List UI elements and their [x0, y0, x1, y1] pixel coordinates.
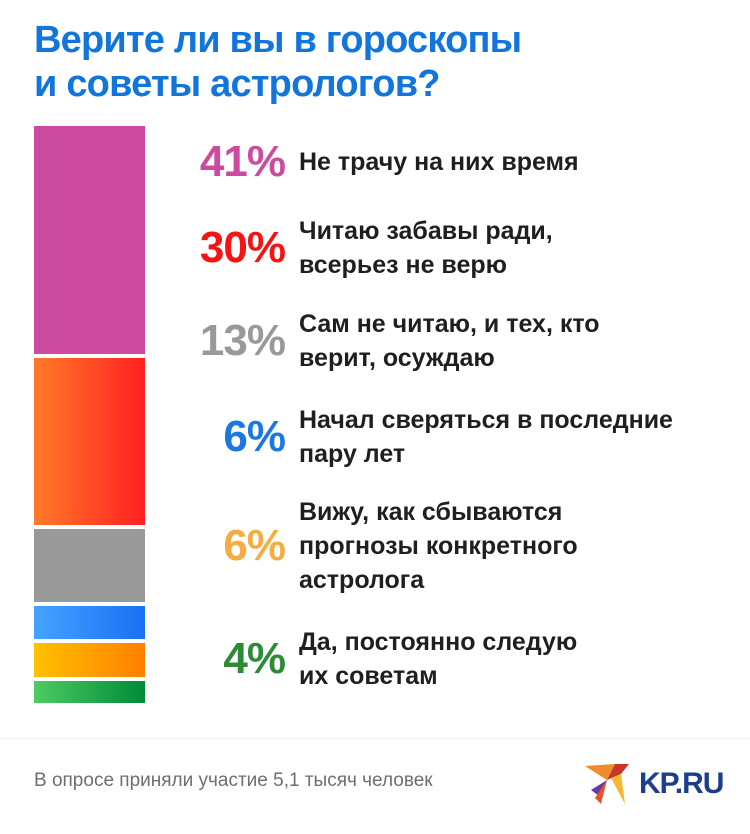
legend-row: 41% Не трачу на них время	[0, 102, 750, 222]
bar-segment-6	[34, 680, 145, 703]
title-line-2: и советы астрологов?	[34, 63, 441, 105]
footer-note: В опросе приняли участие 5,1 тысяч челов…	[34, 770, 433, 791]
category-label-line: Читаю забавы ради,	[299, 217, 553, 245]
percent-label: 4%	[223, 634, 286, 683]
percent-label: 6%	[223, 412, 286, 461]
swallow-logo-icon	[585, 764, 629, 804]
category-label-line: Начал сверяться в последние	[299, 406, 673, 434]
legend-row: 30% Читаю забавы ради, всерьез не верю	[0, 188, 750, 308]
category-label-line: пару лет	[299, 440, 406, 468]
legend-row: 6% Начал сверяться в последние пару лет	[0, 377, 750, 497]
legend-row: 13% Сам не читаю, и тех, кто верит, осужда…	[0, 281, 750, 401]
percent-label: 30%	[199, 223, 286, 272]
category-label: Начал сверяться в последние пару лет	[299, 403, 739, 471]
footer-divider	[0, 738, 750, 739]
category-label: Сам не читаю, и тех, кто верит, осуждаю	[299, 307, 739, 375]
legend-row: 4% Да, постоянно следую их советам	[0, 599, 750, 719]
title-line-1: Верите ли вы в гороскопы	[34, 19, 522, 61]
category-label-line: их советам	[299, 662, 438, 690]
kp-logo: KP.RU	[585, 760, 724, 808]
bar-segment-3	[34, 529, 145, 602]
category-label: Не трачу на них время	[299, 145, 739, 179]
percent-label: 41%	[199, 137, 286, 186]
category-label: Вижу, как сбываются прогнозы конкретного а…	[299, 495, 739, 597]
category-label-line: Не трачу на них время	[299, 148, 579, 176]
category-label-line: Да, постоянно следую	[299, 628, 578, 656]
percent-label: 6%	[223, 521, 286, 570]
category-label-line: Вижу, как сбываются	[299, 498, 563, 526]
bar-segment-1	[34, 126, 145, 355]
percent-label: 13%	[199, 316, 286, 365]
category-label-line: прогнозы конкретного	[299, 532, 578, 560]
logo-text: KP.RU	[639, 767, 724, 800]
category-label-line: верит, осуждаю	[299, 344, 495, 372]
bar-segment-2	[34, 358, 145, 526]
category-label-line: астролога	[299, 566, 425, 594]
bar-segment-5	[34, 643, 145, 677]
category-label: Да, постоянно следую их советам	[299, 625, 739, 693]
category-label-line: всерьез не верю	[299, 251, 507, 279]
bar-segment-4	[34, 605, 145, 640]
legend-row: 6% Вижу, как сбываются прогнозы конкретног…	[0, 486, 750, 606]
chart-title: Верите ли вы в гороскопы и советы астрол…	[34, 18, 522, 106]
category-label: Читаю забавы ради, всерьез не верю	[299, 214, 739, 282]
category-label-line: Сам не читаю, и тех, кто	[299, 310, 600, 338]
